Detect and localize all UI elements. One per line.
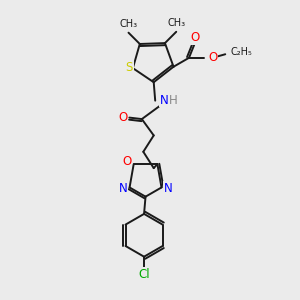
Text: Cl: Cl	[138, 268, 150, 281]
Text: C₂H₅: C₂H₅	[231, 47, 252, 58]
Text: S: S	[126, 61, 133, 74]
Text: N: N	[119, 182, 128, 194]
Text: CH₃: CH₃	[168, 19, 186, 28]
Text: O: O	[122, 154, 132, 168]
Text: O: O	[208, 51, 217, 64]
Text: H: H	[169, 94, 177, 107]
Text: N: N	[160, 94, 169, 107]
Text: N: N	[164, 182, 172, 194]
Text: O: O	[118, 111, 128, 124]
Text: CH₃: CH₃	[119, 20, 138, 29]
Text: O: O	[190, 32, 200, 44]
